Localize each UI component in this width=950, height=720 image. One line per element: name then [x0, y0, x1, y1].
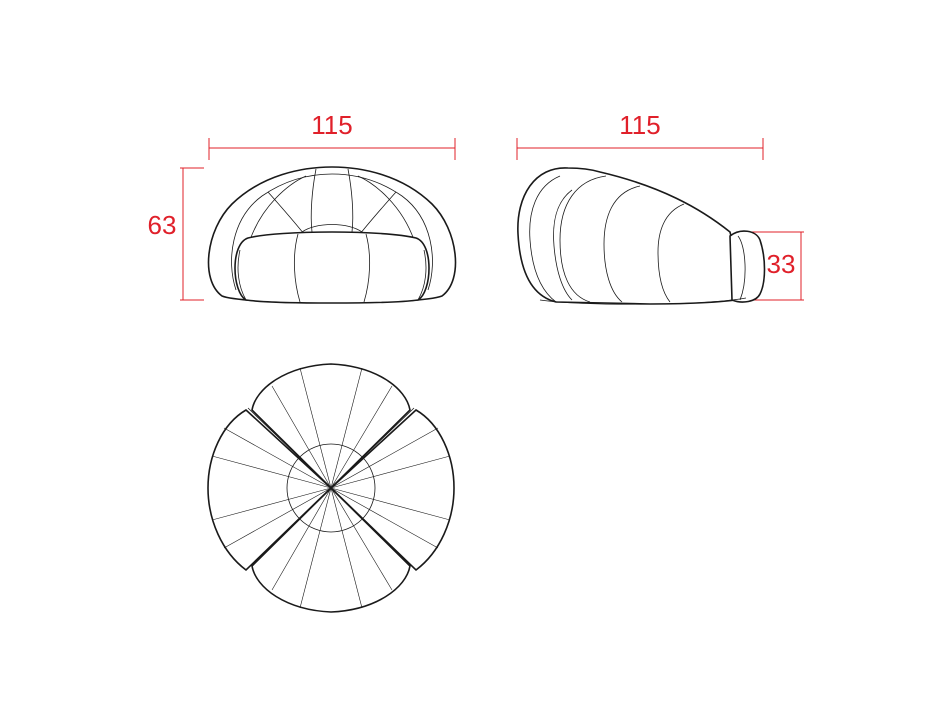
top-petal-gaps	[247, 407, 415, 569]
front-width-label: 115	[311, 110, 352, 140]
top-petal-north	[251, 363, 411, 490]
side-width-dimension: 115	[516, 110, 764, 160]
front-height-label: 63	[148, 210, 177, 240]
front-height-dimension: 63	[148, 167, 204, 301]
top-petal-east	[329, 409, 455, 572]
top-view	[207, 363, 455, 613]
front-chair	[207, 166, 457, 304]
side-chair	[517, 167, 766, 305]
side-width-label: 115	[619, 110, 660, 140]
front-view: 115 63	[148, 110, 457, 304]
side-cushion-height-dimension: 33	[752, 231, 804, 301]
top-petal-south	[251, 486, 411, 613]
side-cushion-height-label: 33	[767, 249, 796, 279]
front-width-dimension: 115	[208, 110, 456, 160]
top-petal-west	[207, 409, 333, 572]
top-seat-circle	[286, 443, 376, 533]
side-view: 115 33	[516, 110, 804, 305]
